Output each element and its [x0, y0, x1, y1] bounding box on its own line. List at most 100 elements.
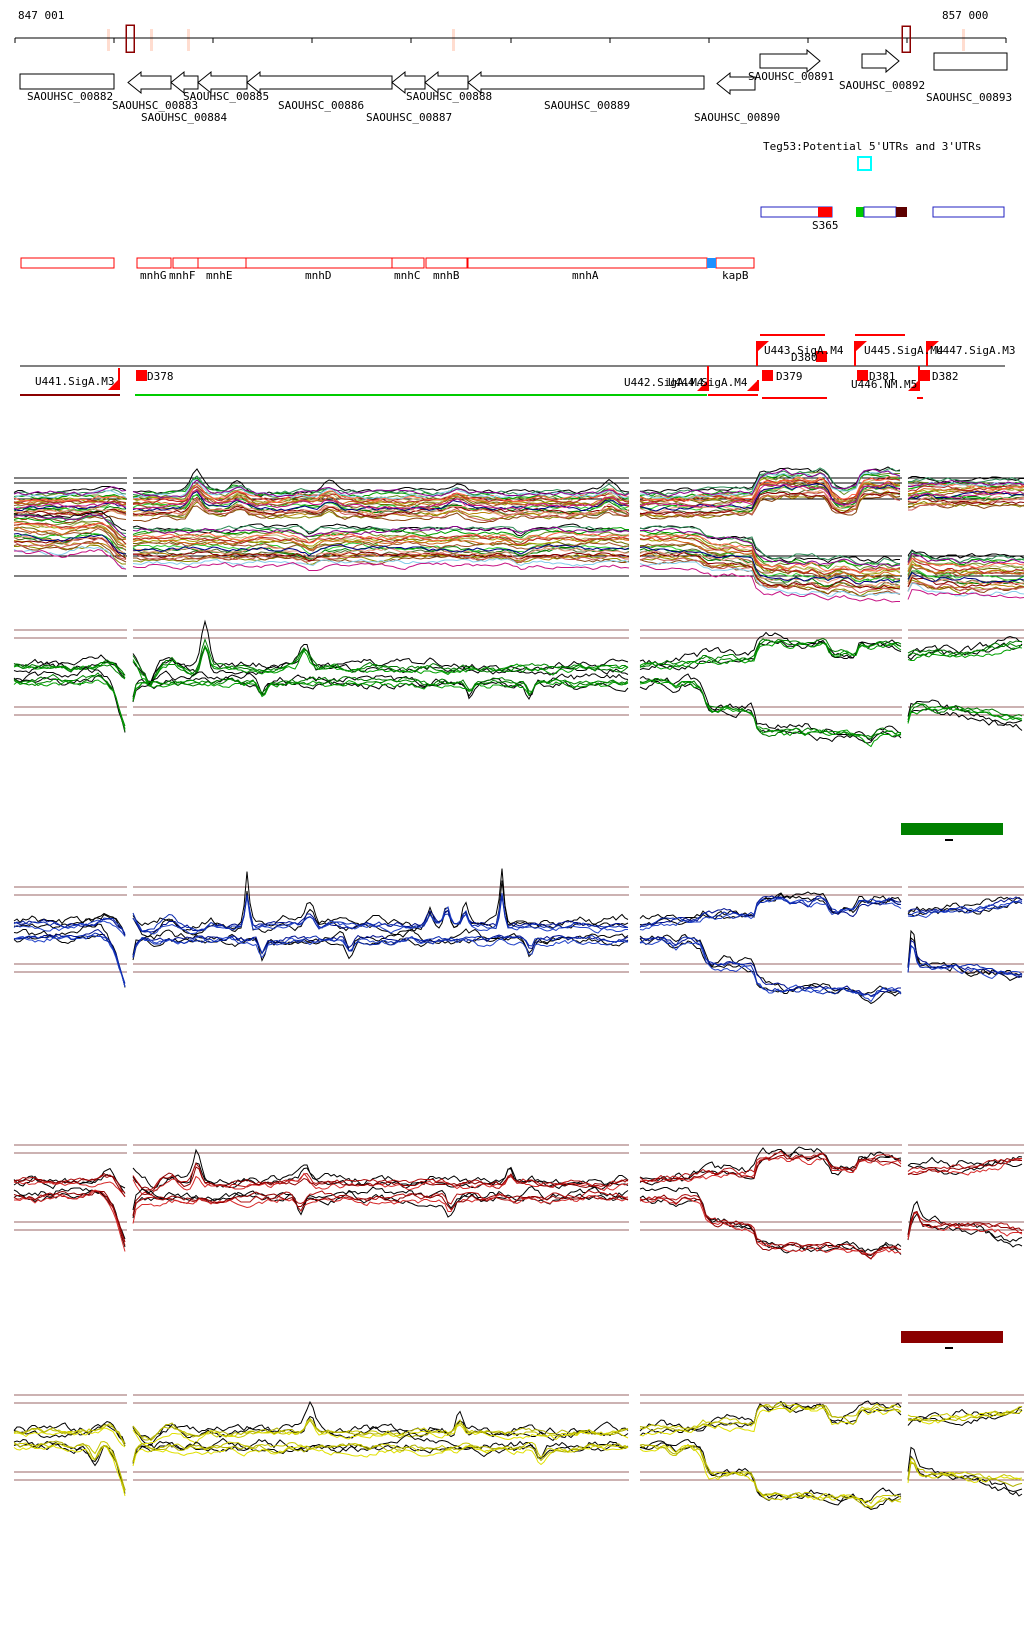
ruler-marker-box — [125, 24, 135, 53]
utr-outline-box[interactable] — [863, 206, 897, 218]
signal-line — [13, 1189, 1023, 1257]
srna-label-s365[interactable]: S365 — [812, 219, 839, 232]
signal-line — [13, 469, 1024, 500]
gene-label[interactable]: SAOUHSC_00886 — [278, 99, 365, 112]
gene-arrow-right[interactable] — [759, 48, 821, 74]
utr-outline-box[interactable] — [932, 206, 1005, 218]
signal-line — [13, 1405, 1023, 1448]
teg53-legend-label: Teg53:Potential 5'UTRs and 3'UTRs — [763, 140, 982, 153]
promoter-flag-down[interactable] — [697, 380, 708, 391]
signal-line — [13, 527, 1024, 580]
operon-gene-box[interactable] — [467, 257, 708, 269]
operon-gene-label[interactable]: kapB — [722, 269, 749, 282]
operon-gene-label[interactable]: mnhG — [140, 269, 167, 282]
terminator-square[interactable] — [857, 370, 868, 381]
operon-gene-box[interactable] — [245, 257, 393, 269]
gene-label[interactable]: SAOUHSC_00893 — [926, 91, 1013, 104]
annotation-label[interactable]: U445.SigA.M4 — [864, 344, 944, 357]
gene-label[interactable]: SAOUHSC_00887 — [366, 111, 453, 124]
utr-filled-box[interactable] — [856, 207, 864, 217]
signal-line — [13, 1403, 1023, 1444]
signal-line — [13, 894, 1023, 934]
signal-line — [13, 537, 1024, 595]
annotation-label[interactable]: U442.SigA.M4 — [624, 376, 704, 389]
operon-gene-box[interactable] — [20, 257, 115, 269]
ruler-highlight-tick — [150, 29, 153, 51]
signal-line — [13, 468, 1024, 499]
signal-line — [13, 1400, 1023, 1447]
operon-gene-box[interactable] — [425, 257, 468, 269]
utr-filled-box[interactable] — [896, 207, 907, 217]
annotation-label[interactable]: U443.SigA.M4 — [764, 344, 844, 357]
signal-line — [13, 640, 1023, 687]
operon-gene-box[interactable] — [715, 257, 755, 269]
terminator-square[interactable] — [762, 370, 773, 381]
operon-gene-box[interactable] — [391, 257, 425, 269]
annotation-label[interactable]: U446.NM.M5 — [851, 378, 918, 391]
annotation-label[interactable]: D379 — [776, 370, 803, 383]
annotation-label[interactable]: D378 — [147, 370, 174, 383]
annotation-label[interactable]: U447.SigA.M3 — [936, 344, 1016, 357]
terminator-square[interactable] — [919, 370, 930, 381]
gene-box[interactable] — [933, 52, 1008, 71]
annotation-label[interactable]: D382 — [932, 370, 959, 383]
terminator-square[interactable] — [136, 370, 147, 381]
promoter-flag-up[interactable] — [757, 341, 769, 352]
signal-line — [13, 491, 1024, 518]
promoter-flag-up[interactable] — [927, 341, 939, 352]
signal-line — [13, 492, 1024, 523]
gene-label[interactable]: SAOUHSC_00883 — [112, 99, 199, 112]
utr-filled-box[interactable] — [818, 207, 832, 217]
operon-gene-label[interactable]: mnhB — [433, 269, 460, 282]
signal-line — [13, 679, 1023, 748]
annotation-label[interactable]: D381 — [869, 370, 896, 383]
gene-arrow-left[interactable] — [127, 70, 172, 95]
annotation-label[interactable]: U444.SigA.M4 — [668, 376, 748, 389]
gene-label[interactable]: SAOUHSC_00884 — [141, 111, 228, 124]
gene-box[interactable] — [19, 73, 115, 90]
ruler-highlight-tick — [107, 29, 110, 51]
operon-gene-label[interactable]: mnhE — [206, 269, 233, 282]
gene-label[interactable]: SAOUHSC_00889 — [544, 99, 631, 112]
operon-gene-box[interactable] — [172, 257, 199, 269]
signal-line — [13, 474, 1024, 505]
signal-line — [13, 928, 1023, 997]
annotation-label[interactable]: U441.SigA.M3 — [35, 375, 115, 388]
gene-arrow-left[interactable] — [716, 71, 756, 96]
signal-line — [13, 526, 1024, 581]
signal-line — [13, 638, 1022, 687]
signal-line — [13, 892, 1023, 937]
operon-gene-label[interactable]: mnhC — [394, 269, 421, 282]
signal-line — [13, 880, 1023, 938]
promoter-flag-down[interactable] — [747, 380, 758, 391]
signal-line — [13, 1185, 1023, 1253]
gene-label[interactable]: SAOUHSC_00885 — [183, 90, 270, 103]
gene-label[interactable]: SAOUHSC_00888 — [406, 90, 493, 103]
green-condition-bar — [901, 823, 1003, 835]
signal-line — [13, 923, 1023, 997]
signal-line — [13, 520, 1024, 571]
operon-gene-box[interactable] — [197, 257, 247, 269]
operon-gene-label[interactable]: mnhF — [169, 269, 196, 282]
gene-arrow-right[interactable] — [861, 48, 900, 74]
gene-label[interactable]: SAOUHSC_00890 — [694, 111, 781, 124]
operon-gene-label[interactable]: mnhA — [572, 269, 599, 282]
operon-blue-box[interactable] — [707, 258, 716, 268]
operon-gene-box[interactable] — [136, 257, 172, 269]
annotation-label[interactable]: D380 — [791, 351, 818, 364]
gene-label[interactable]: SAOUHSC_00892 — [839, 79, 926, 92]
gene-arrow-left[interactable] — [467, 70, 705, 95]
operon-gene-label[interactable]: mnhD — [305, 269, 332, 282]
signal-line — [14, 1189, 1023, 1260]
promoter-flag-up[interactable] — [855, 341, 867, 352]
gene-label[interactable]: SAOUHSC_00891 — [748, 70, 835, 83]
promoter-flag-down[interactable] — [108, 379, 119, 390]
terminator-square[interactable] — [816, 351, 827, 362]
gene-label[interactable]: SAOUHSC_00882 — [27, 90, 114, 103]
promoter-flag-down[interactable] — [908, 380, 919, 391]
signal-line — [13, 1150, 1022, 1193]
signal-line — [13, 894, 1023, 936]
signal-line — [13, 535, 1024, 587]
